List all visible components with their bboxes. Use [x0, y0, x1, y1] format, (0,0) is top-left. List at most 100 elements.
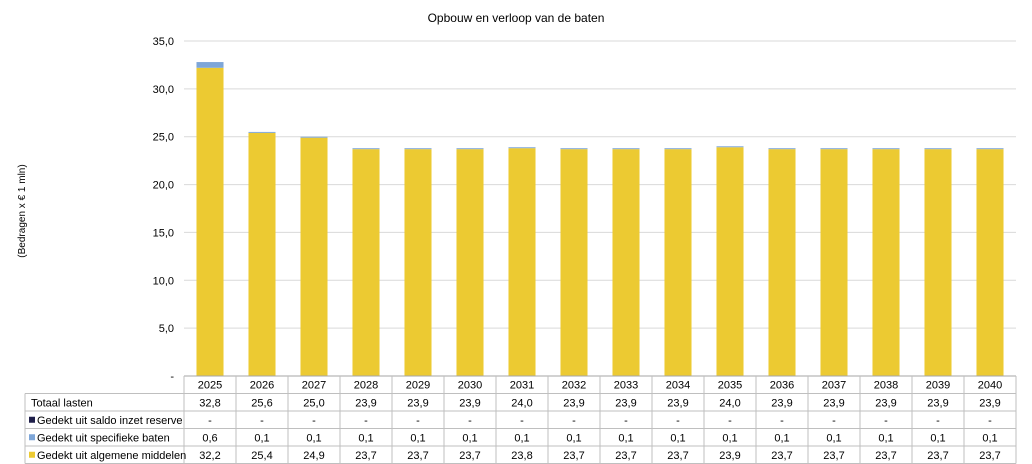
table-cell: - — [572, 415, 576, 427]
table-cell: 23,7 — [459, 450, 480, 462]
table-cell: 0,1 — [722, 432, 737, 444]
table-cell: 23,7 — [823, 450, 844, 462]
data-table: 2025 2026 2027 2028 2029 2030 2031 2032 2033 2034… — [24, 375, 1017, 464]
table-cell: 23,7 — [875, 450, 896, 462]
table-cell: - — [416, 415, 420, 427]
legend-swatch — [29, 416, 35, 423]
table-cell: 25,0 — [303, 397, 324, 409]
table-cell: 23,7 — [407, 450, 428, 462]
y-tick-labels: - 5,0 10,0 15,0 20,0 25,0 30,0 35,0 — [153, 36, 175, 383]
x-tick-label: 2039 — [926, 380, 950, 392]
x-tick-label: 2038 — [874, 380, 898, 392]
table-cell: 0,1 — [358, 432, 373, 444]
table-cell: 23,7 — [667, 450, 688, 462]
bar-segment — [352, 148, 380, 150]
table-cell: - — [728, 415, 732, 427]
x-tick-label: 2036 — [770, 380, 794, 392]
table-cell: 23,7 — [563, 450, 584, 462]
table-cell: 23,9 — [459, 397, 480, 409]
bar-segment — [612, 148, 640, 150]
legend-swatch — [29, 451, 35, 458]
bar-segment — [456, 148, 484, 150]
bar-segment — [924, 148, 952, 150]
bar-segment — [716, 146, 744, 148]
x-tick-label: 2030 — [458, 380, 482, 392]
table-cell: 23,9 — [979, 397, 1000, 409]
bar-segment — [352, 149, 380, 376]
table-cell: 23,8 — [511, 450, 532, 462]
y-tick-label: 10,0 — [153, 275, 174, 287]
y-tick-label: 35,0 — [153, 36, 174, 48]
table-cell: 23,9 — [875, 397, 896, 409]
bar-segment — [508, 148, 536, 376]
y-tick-label: 30,0 — [153, 84, 174, 96]
table-cell: 25,6 — [251, 397, 272, 409]
y-tick-label: 15,0 — [153, 227, 174, 239]
bar-segment — [404, 148, 432, 150]
table-cell: - — [260, 415, 264, 427]
table-cell: 0,6 — [202, 432, 217, 444]
bar-segment — [560, 148, 588, 150]
table-cell: - — [832, 415, 836, 427]
table-cell: 23,9 — [615, 397, 636, 409]
x-tick-label: 2028 — [354, 380, 378, 392]
table-cell: 0,1 — [670, 432, 685, 444]
table-cell: - — [624, 415, 628, 427]
bar-segment — [976, 149, 1004, 376]
table-cell: 23,9 — [563, 397, 584, 409]
bar-segment — [196, 62, 224, 68]
table-cell: 0,1 — [618, 432, 633, 444]
table-cell: 23,9 — [771, 397, 792, 409]
table-cell: 23,7 — [979, 450, 1000, 462]
y-tick-label: - — [170, 371, 174, 383]
table-cell: - — [676, 415, 680, 427]
bar-segment — [664, 148, 692, 150]
table-cell: 0,1 — [254, 432, 269, 444]
bar-segment — [196, 67, 224, 377]
bar-segment — [820, 148, 848, 150]
x-tick-label: 2025 — [198, 380, 222, 392]
table-cell: 23,9 — [407, 397, 428, 409]
x-tick-label: 2033 — [614, 380, 638, 392]
table-cell: 23,7 — [771, 450, 792, 462]
bar-segment — [924, 149, 952, 376]
x-tick-label: 2034 — [666, 380, 690, 392]
bar-segment — [248, 131, 276, 133]
y-tick-label: 25,0 — [153, 132, 174, 144]
table-cell: 0,1 — [410, 432, 425, 444]
table-cell: 24,9 — [303, 450, 324, 462]
table-cell: 0,1 — [514, 432, 529, 444]
table-cell: 0,1 — [930, 432, 945, 444]
table-cell: 24,0 — [719, 397, 740, 409]
legend-swatch — [29, 434, 35, 441]
legend-label: Gedekt uit algemene middelen — [37, 450, 186, 462]
bar-segment — [716, 147, 744, 376]
x-tick-label: 2027 — [302, 380, 326, 392]
y-tick-label: 5,0 — [159, 323, 174, 335]
x-tick-label: 2040 — [978, 380, 1002, 392]
table-cell: - — [780, 415, 784, 427]
bar-segment — [508, 147, 536, 149]
x-tick-label: 2031 — [510, 380, 534, 392]
table-cell: - — [208, 415, 212, 427]
bar-segment — [300, 137, 328, 376]
bar-segment — [560, 149, 588, 376]
bar-segment — [768, 148, 796, 150]
table-cell: 0,1 — [774, 432, 789, 444]
bar-segment — [768, 149, 796, 376]
table-cell: 23,7 — [355, 450, 376, 462]
table-cell: 24,0 — [511, 397, 532, 409]
table-cell: - — [988, 415, 992, 427]
x-tick-label: 2026 — [250, 380, 274, 392]
table-cell: 23,9 — [667, 397, 688, 409]
table-cell: 0,1 — [982, 432, 997, 444]
chart-title: Opbouw en verloop van de baten — [428, 11, 605, 25]
bar-segment — [300, 136, 328, 138]
bar-segment — [664, 149, 692, 376]
table-cell: 23,7 — [615, 450, 636, 462]
bar-segment — [820, 149, 848, 376]
bar-segment — [872, 149, 900, 376]
x-tick-label: 2037 — [822, 380, 846, 392]
